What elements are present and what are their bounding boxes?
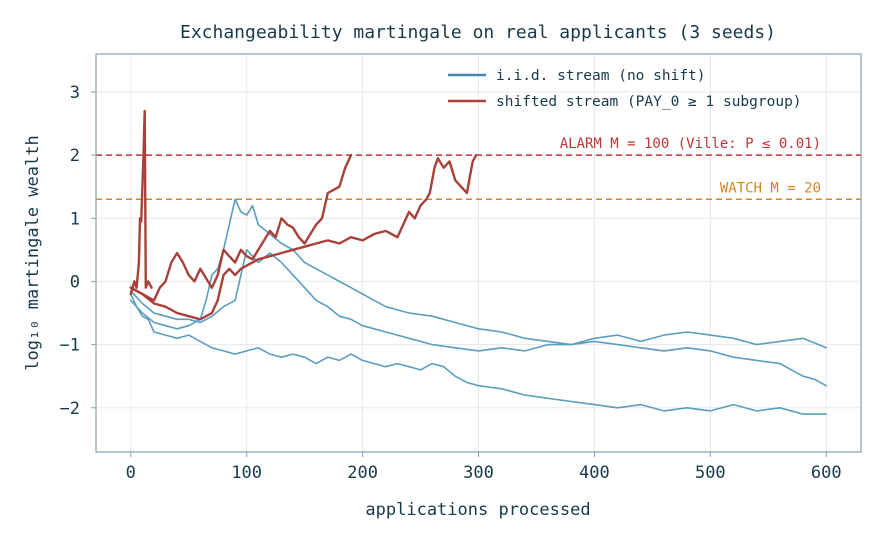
- series-lines: [129, 109, 828, 415]
- axis-ticks: 0 100 200 300 400 500 600 −2 −1 0 1 2 3: [60, 83, 842, 483]
- y-tick-label-3: 1: [70, 209, 80, 229]
- x-tick-label-5: 500: [695, 463, 726, 483]
- series-line-shifted-5: [129, 153, 478, 321]
- grid: [96, 54, 861, 452]
- legend-label-0: i.i.d. stream (no shift): [496, 68, 706, 84]
- threshold-lines: ALARM M = 100 (Ville: P ≤ 0.01) WATCH M =…: [96, 136, 861, 201]
- x-tick-label-6: 600: [811, 463, 842, 483]
- legend: i.i.d. stream (no shift) shifted stream (…: [448, 68, 802, 110]
- series-line-iid-0: [130, 293, 828, 415]
- x-tick-label-2: 200: [347, 463, 378, 483]
- y-tick-label-0: −2: [60, 399, 80, 419]
- threshold-label-1: WATCH M = 20: [720, 180, 821, 196]
- legend-label-1: shifted stream (PAY_0 ≥ 1 subgroup): [496, 94, 802, 110]
- series-line-shifted-4: [129, 153, 353, 302]
- y-tick-label-4: 2: [70, 146, 80, 166]
- y-tick-label-2: 0: [70, 272, 80, 292]
- series-line-iid-1: [130, 198, 828, 387]
- x-tick-label-4: 400: [579, 463, 610, 483]
- y-tick-label-1: −1: [60, 336, 80, 356]
- x-axis-label: applications processed: [365, 500, 590, 520]
- chart-title: Exchangeability martingale on real appli…: [180, 22, 776, 43]
- y-axis-label: log₁₀ martingale wealth: [23, 135, 43, 370]
- x-tick-label-0: 0: [126, 463, 136, 483]
- x-tick-label-3: 300: [463, 463, 494, 483]
- series-line-shifted-3: [129, 109, 153, 296]
- y-tick-label-5: 3: [70, 83, 80, 103]
- series-line-iid-2: [130, 249, 828, 352]
- x-tick-label-1: 100: [231, 463, 262, 483]
- threshold-label-0: ALARM M = 100 (Ville: P ≤ 0.01): [560, 136, 821, 152]
